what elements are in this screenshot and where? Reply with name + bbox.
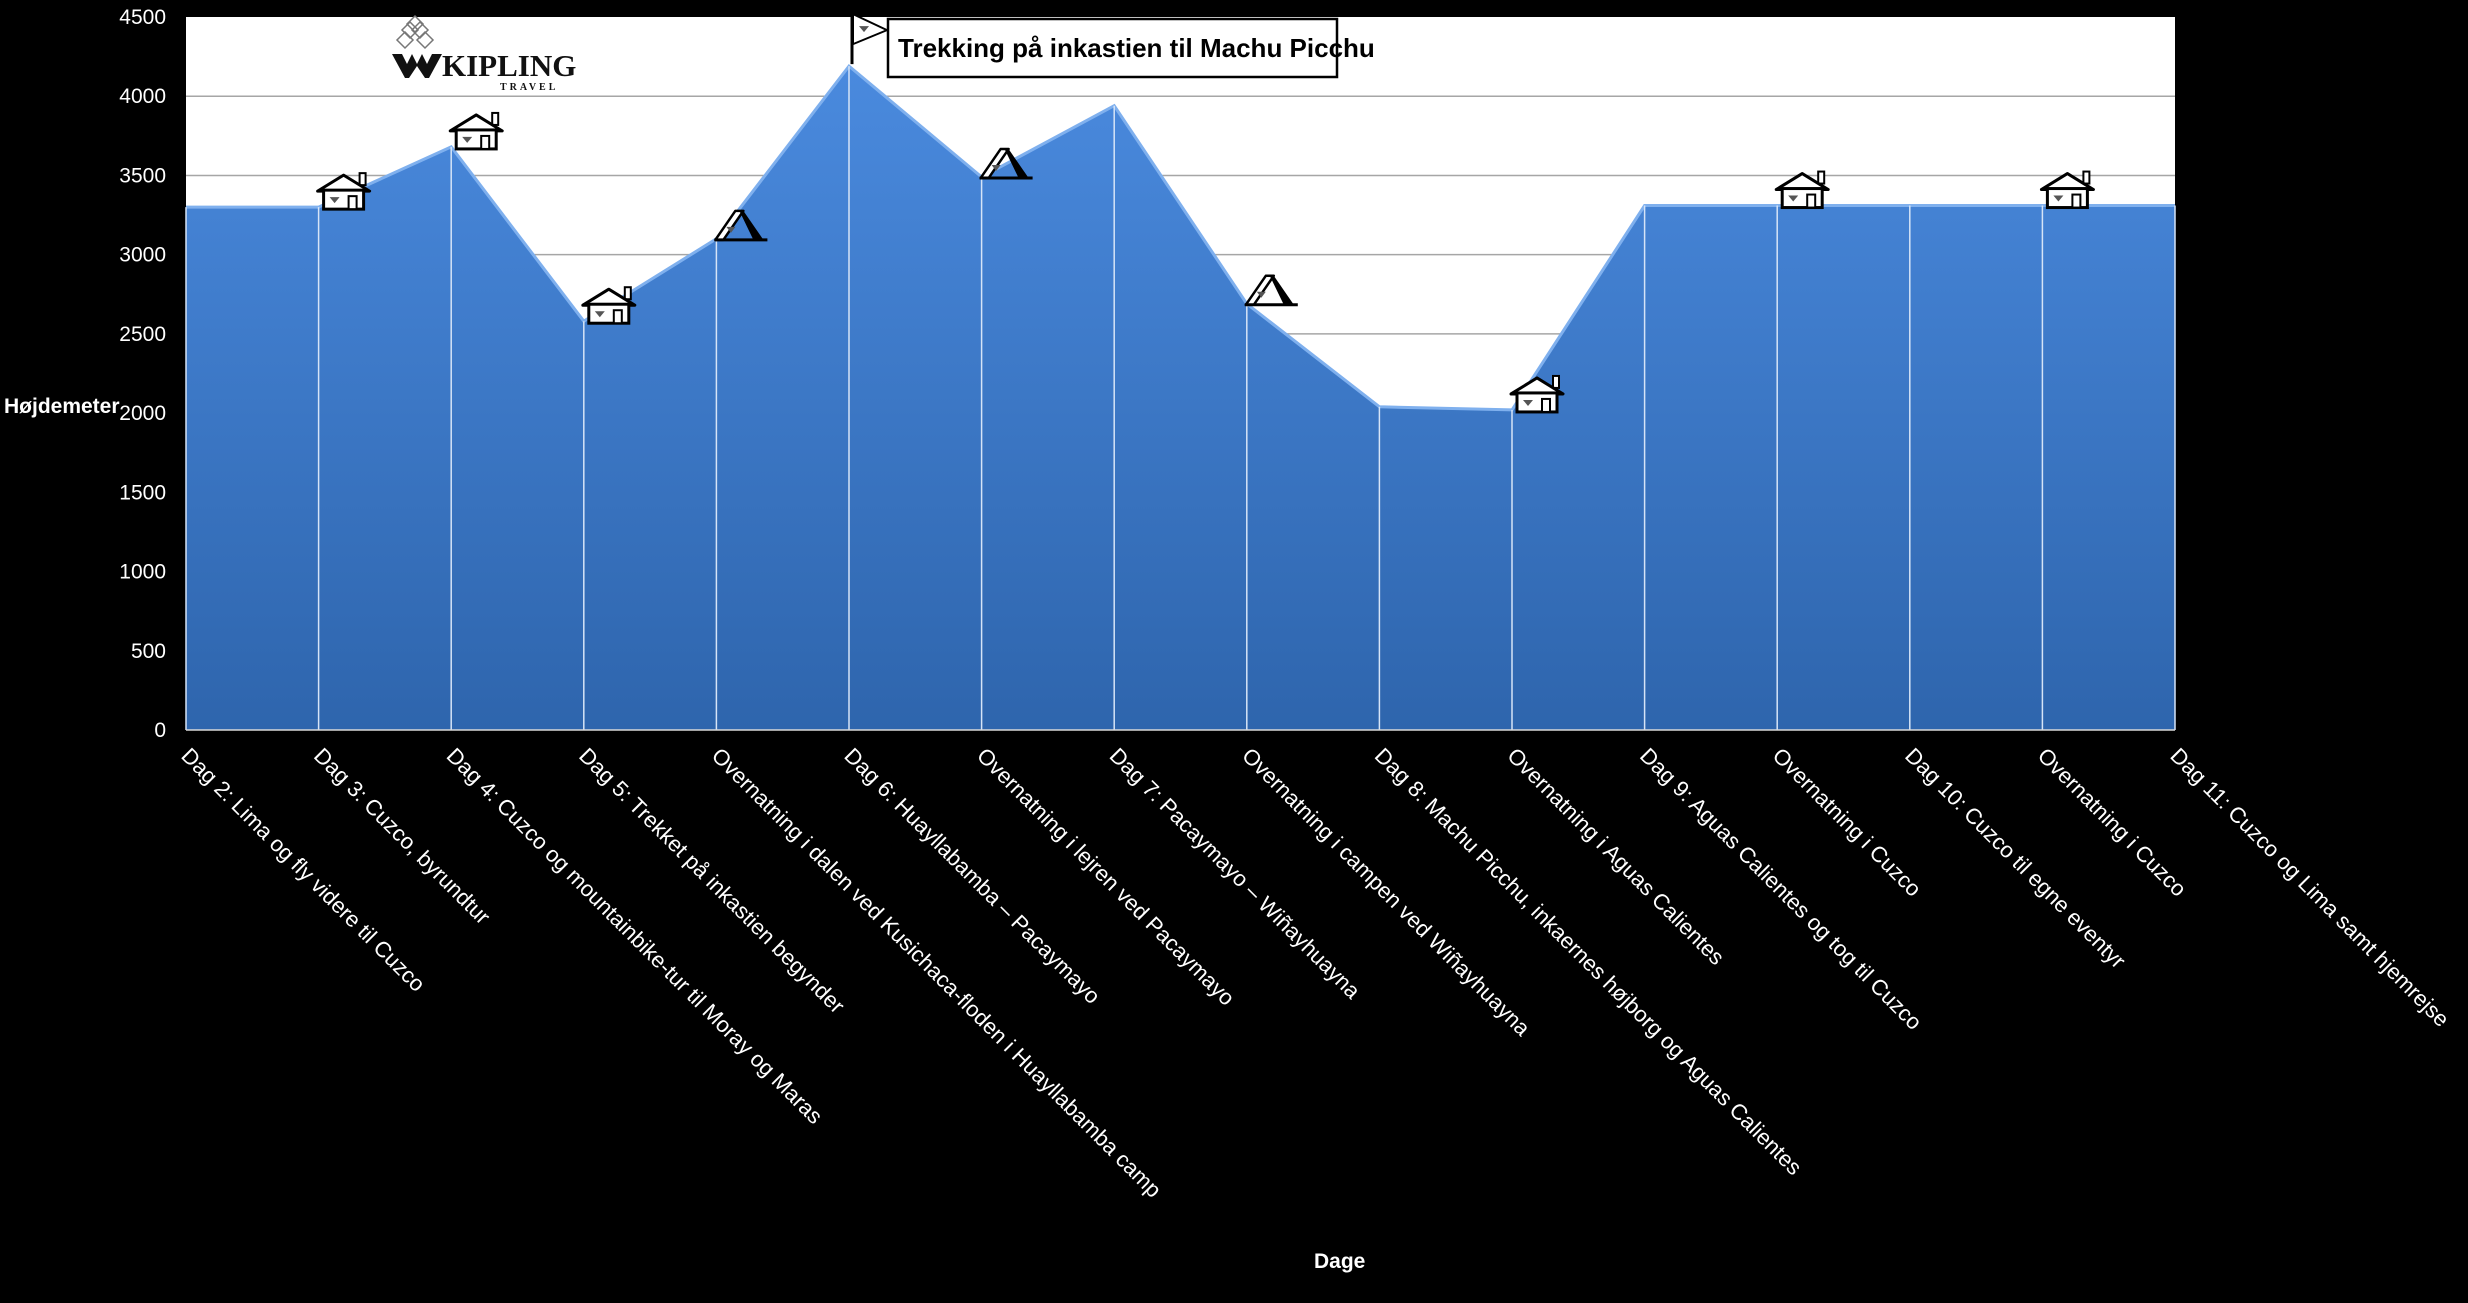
kipling-logo: KIPLING TRAVEL — [392, 14, 576, 93]
x-tick-label: Dag 6: Huayllabamba – Pacaymayo — [839, 743, 1105, 1009]
x-tick-label: Overnatning i lejren ved Pacaymayo — [972, 743, 1240, 1011]
elevation-ridge-line — [186, 63, 2175, 412]
y-tick-label: 0 — [154, 719, 166, 742]
x-tick-label: Dag 7: Pacaymayo – Wiñayhuayna — [1105, 743, 1366, 1004]
x-tick-label: Dag 5: Trekket på inkastien begynder — [574, 743, 849, 1018]
logo-subtitle: TRAVEL — [500, 82, 558, 93]
x-tick-label: Overnatning i Aguas Calientes — [1502, 743, 1729, 970]
x-tick-label: Dag 11: Cuzco og Lima samt hjemrejse — [2165, 743, 2454, 1032]
elevation-area — [186, 66, 2175, 731]
logo-name: KIPLING — [442, 48, 576, 83]
y-tick-label: 3000 — [119, 244, 166, 267]
y-axis-label: Højdemeter — [4, 395, 120, 418]
y-tick-label: 3500 — [119, 164, 166, 187]
title-box: Trekking på inkastien til Machu Picchu — [886, 17, 1375, 79]
x-tick-label: Overnatning i campen ved Wiñayhuayna — [1237, 743, 1535, 1041]
chart-title: Trekking på inkastien til Machu Picchu — [898, 33, 1375, 63]
x-tick-label: Overnatning i Cuzco — [2033, 743, 2192, 902]
y-tick-label: 2000 — [119, 402, 166, 425]
x-tick-label: Dag 10: Cuzco til egne eventyr — [1900, 743, 2130, 973]
y-tick-label: 4500 — [119, 6, 166, 29]
x-tick-label: Overnatning i dalen ved Kusichaca-floden… — [707, 743, 1167, 1203]
y-tick-label: 1000 — [119, 561, 166, 584]
x-axis-label: Dage — [1314, 1250, 1365, 1273]
kipling-chevrons-icon — [392, 54, 442, 78]
day-dividers — [185, 66, 2176, 730]
kipling-emblem-icon — [395, 14, 435, 50]
x-tick-label: Overnatning i Cuzco — [1768, 743, 1927, 902]
y-axis-ticks: 0 500 1000 1500 2000 2500 3000 3500 4000 4500 — [119, 6, 166, 742]
y-tick-label: 1500 — [119, 481, 166, 504]
x-tick-label: Dag 8: Machu Picchu, inkaernes højborg o… — [1370, 743, 1807, 1180]
y-tick-label: 500 — [131, 640, 166, 663]
x-tick-label: Dag 2: Lima og fly videre til Cuzco — [176, 743, 430, 997]
y-tick-label: 4000 — [119, 85, 166, 108]
y-tick-label: 2500 — [119, 323, 166, 346]
x-tick-label: Dag 9: Aguas Calientes og tog til Cuzco — [1635, 743, 1927, 1035]
